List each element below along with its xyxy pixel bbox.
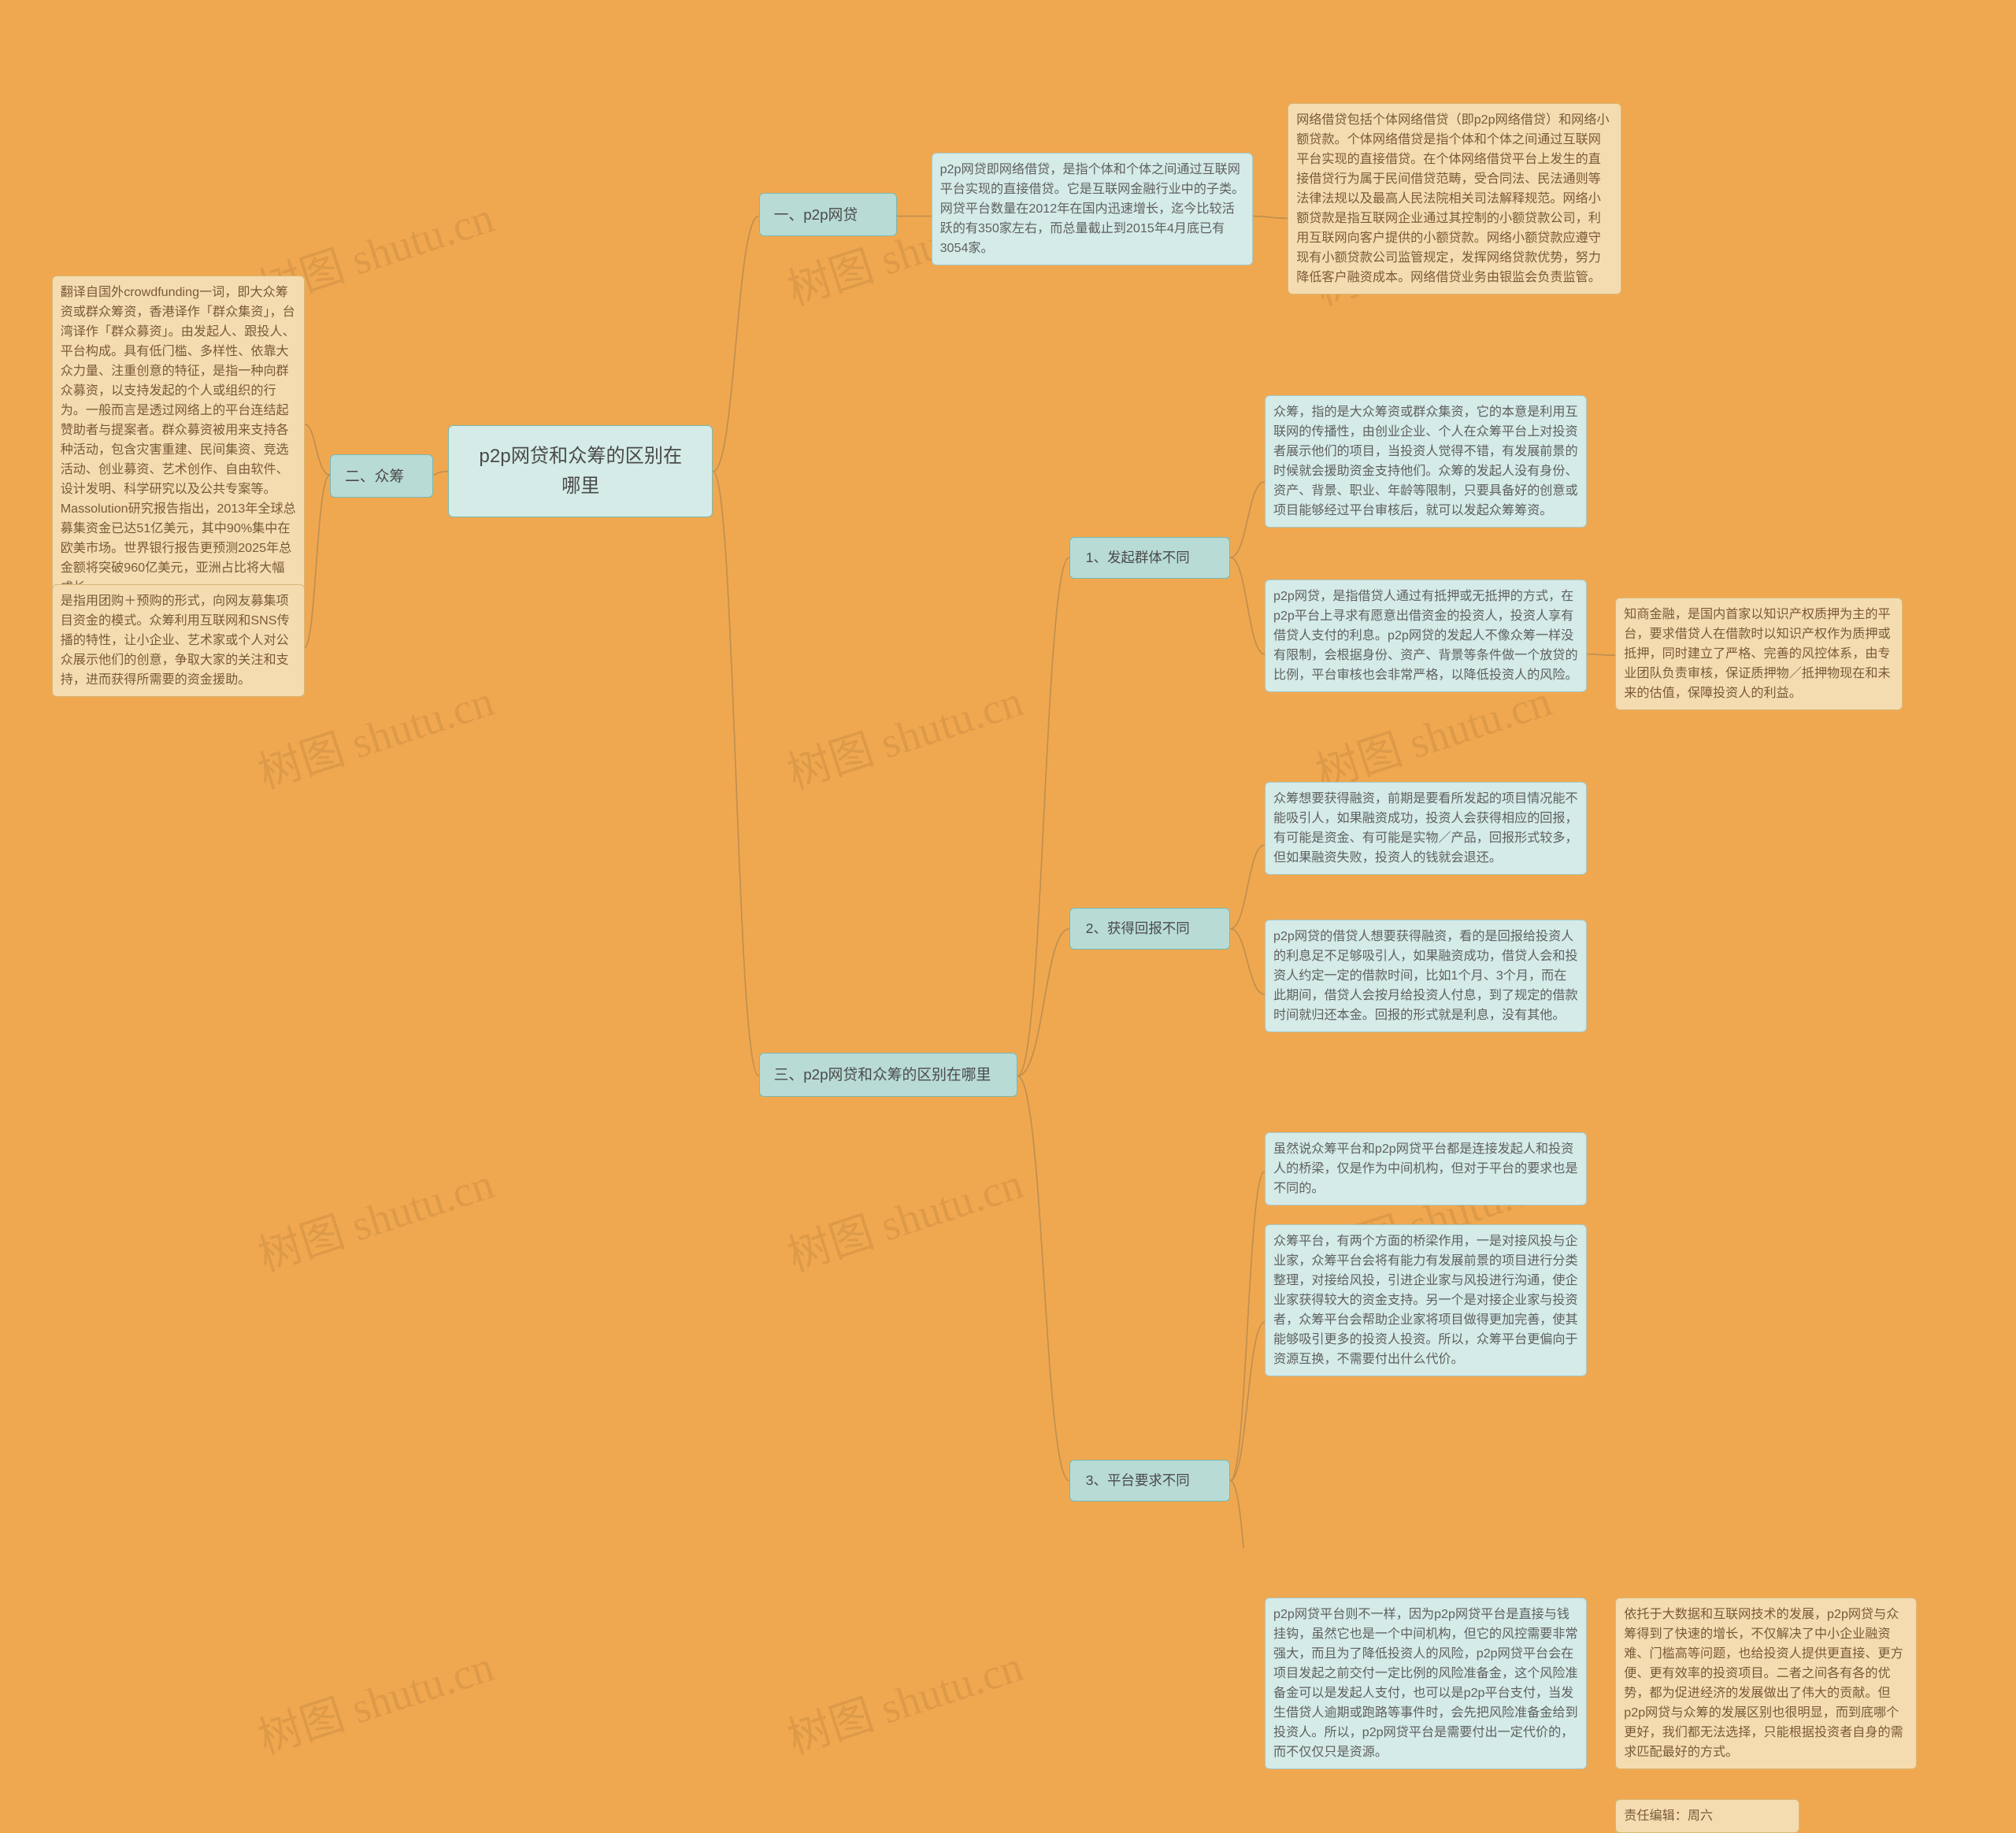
branch-p2p-extra: 网络借贷包括个体网络借贷（即p2p网络借贷）和网络小额贷款。个体网络借贷是指个体… [1288, 103, 1621, 294]
sub-platform-c: p2p网贷平台则不一样，因为p2p网贷平台是直接与钱挂钩，虽然它也是一个中间机构… [1265, 1598, 1587, 1769]
watermark: 树图 shutu.cn [249, 1631, 500, 1766]
sub-platform[interactable]: 3、平台要求不同 [1069, 1460, 1230, 1502]
sub-return-label: 2、获得回报不同 [1086, 920, 1190, 936]
sub-initiator[interactable]: 1、发起群体不同 [1069, 537, 1230, 579]
editor-credit: 责任编辑：周六 [1615, 1799, 1799, 1833]
sub-initiator-b: p2p网贷，是指借贷人通过有抵押或无抵押的方式，在p2p平台上寻求有愿意出借资金… [1265, 580, 1587, 692]
sub-initiator-label: 1、发起群体不同 [1086, 550, 1190, 565]
sub-return-b: p2p网贷的借贷人想要获得融资，看的是回报给投资人的利息足不足够吸引人，如果融资… [1265, 920, 1587, 1032]
root-title-line2: 哪里 [469, 472, 691, 501]
sub-platform-b: 众筹平台，有两个方面的桥梁作用，一是对接风投与企业家，众筹平台会将有能力有发展前… [1265, 1224, 1587, 1376]
branch-crowdfunding-label: 二、众筹 [345, 468, 404, 484]
crowdfunding-desc-a: 翻译自国外crowdfunding一词，即大众筹资或群众筹资，香港译作「群众集资… [52, 276, 305, 605]
sub-return-a: 众筹想要获得融资，前期是要看所发起的项目情况能不能吸引人，如果融资成功，投资人会… [1265, 782, 1587, 875]
watermark: 树图 shutu.cn [249, 1148, 500, 1283]
branch-crowdfunding[interactable]: 二、众筹 [330, 454, 433, 498]
editor-name: 周六 [1688, 1809, 1713, 1823]
sub-platform-label: 3、平台要求不同 [1086, 1472, 1190, 1488]
sub-platform-a: 虽然说众筹平台和p2p网贷平台都是连接发起人和投资人的桥梁，仅是作为中间机构，但… [1265, 1132, 1587, 1205]
sub-return[interactable]: 2、获得回报不同 [1069, 908, 1230, 950]
watermark: 树图 shutu.cn [778, 665, 1029, 801]
sub-platform-extra: 依托于大数据和互联网技术的发展，p2p网贷与众筹得到了快速的增长，不仅解决了中小… [1615, 1598, 1917, 1769]
watermark: 树图 shutu.cn [778, 1631, 1029, 1766]
branch-difference[interactable]: 三、p2p网贷和众筹的区别在哪里 [759, 1053, 1018, 1096]
branch-p2p[interactable]: 一、p2p网贷 [759, 193, 897, 236]
branch-p2p-desc: p2p网贷即网络借贷，是指个体和个体之间通过互联网平台实现的直接借贷。它是互联网… [932, 153, 1254, 265]
branch-difference-label: 三、p2p网贷和众筹的区别在哪里 [774, 1066, 991, 1083]
watermark: 树图 shutu.cn [778, 1148, 1029, 1283]
branch-p2p-label: 一、p2p网贷 [774, 206, 858, 223]
sub-initiator-extra: 知商金融，是国内首家以知识产权质押为主的平台，要求借贷人在借款时以知识产权作为质… [1615, 598, 1903, 710]
root-node[interactable]: p2p网贷和众筹的区别在 哪里 [448, 425, 713, 517]
editor-label: 责任编辑： [1624, 1809, 1688, 1823]
sub-initiator-a: 众筹，指的是大众筹资或群众集资，它的本意是利用互联网的传播性，由创业企业、个人在… [1265, 395, 1587, 528]
root-title-line1: p2p网贷和众筹的区别在 [469, 442, 691, 471]
crowdfunding-desc-b: 是指用团购＋预购的形式，向网友募集项目资金的模式。众筹利用互联网和SNS传播的特… [52, 584, 305, 697]
